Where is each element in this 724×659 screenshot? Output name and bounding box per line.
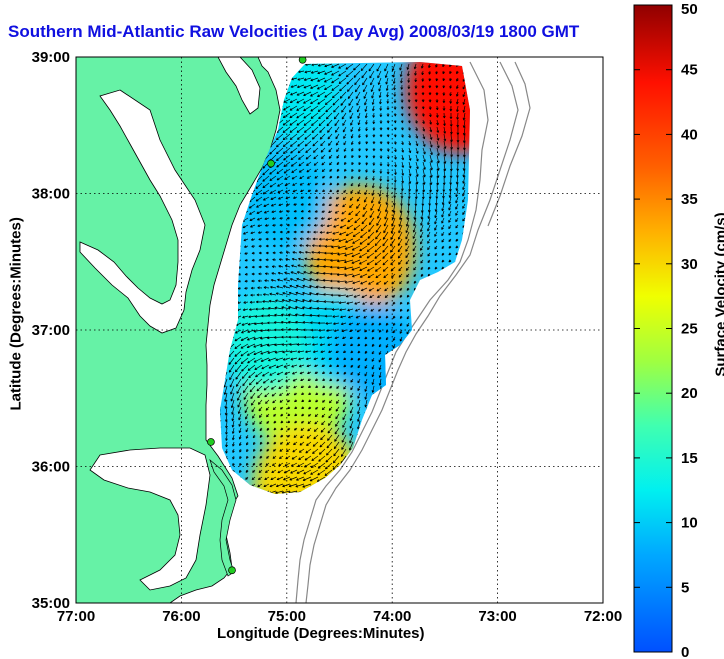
station-marker bbox=[207, 438, 215, 446]
colorbar-tick-label: 30 bbox=[681, 256, 698, 273]
x-tick-label: 73:00 bbox=[478, 608, 516, 625]
pamlico-sound bbox=[89, 447, 211, 591]
x-tick-label: 75:00 bbox=[268, 608, 306, 625]
y-tick-label: 35:00 bbox=[32, 595, 70, 612]
chesapeake-bay bbox=[79, 89, 206, 334]
y-tick-labels: 39:00 38:00 37:00 36:00 35:00 bbox=[32, 49, 70, 612]
map-grid bbox=[76, 57, 603, 603]
y-tick-label: 39:00 bbox=[32, 49, 70, 66]
colorbar-label: Surface Velocity (cm/s) bbox=[712, 212, 724, 377]
colorbar-tick-label: 10 bbox=[681, 515, 698, 532]
x-tick-label: 76:00 bbox=[162, 608, 200, 625]
colorbar-tick-label: 5 bbox=[681, 579, 689, 596]
colorbar bbox=[633, 4, 673, 653]
x-tick-label: 72:00 bbox=[584, 608, 622, 625]
velocity-patch bbox=[244, 152, 329, 249]
barrier-island bbox=[209, 458, 237, 577]
velocity-patch bbox=[305, 184, 416, 312]
radar-stations bbox=[207, 57, 307, 575]
velocity-patch bbox=[405, 62, 470, 154]
colorbar-ticks: 0 5 10 15 20 25 30 35 40 45 50 bbox=[634, 1, 698, 659]
colorbar-tick-label: 25 bbox=[681, 321, 698, 338]
y-tick-label: 36:00 bbox=[32, 459, 70, 476]
colorbar-tick-label: 20 bbox=[681, 385, 698, 402]
colorbar-tick-label: 15 bbox=[681, 450, 698, 467]
y-tick-label: 38:00 bbox=[32, 186, 70, 203]
colorbar-tick-label: 45 bbox=[681, 62, 698, 79]
station-marker bbox=[298, 57, 307, 64]
y-tick-label: 37:00 bbox=[32, 322, 70, 339]
y-axis-label: Latitude (Degrees:Minutes) bbox=[7, 217, 25, 411]
plot-frame bbox=[75, 56, 604, 604]
delaware-bay bbox=[217, 57, 261, 115]
x-axis-label: Longitude (Degrees:Minutes) bbox=[217, 625, 425, 642]
x-tick-label: 74:00 bbox=[373, 608, 411, 625]
colorbar-tick-label: 35 bbox=[681, 191, 698, 208]
bathymetry-contours bbox=[295, 61, 531, 603]
station-marker bbox=[228, 566, 236, 575]
x-tick-label: 77:00 bbox=[57, 608, 95, 625]
x-tick-labels: 77:00 76:00 75:00 74:00 73:00 72:00 bbox=[57, 608, 622, 625]
colorbar-tick-label: 50 bbox=[681, 1, 698, 18]
map-title: Southern Mid-Atlantic Raw Velocities (1 … bbox=[8, 22, 580, 41]
colorbar-tick-label: 0 bbox=[681, 644, 689, 659]
station-marker bbox=[267, 159, 275, 168]
colorbar-tick-label: 40 bbox=[681, 126, 698, 143]
